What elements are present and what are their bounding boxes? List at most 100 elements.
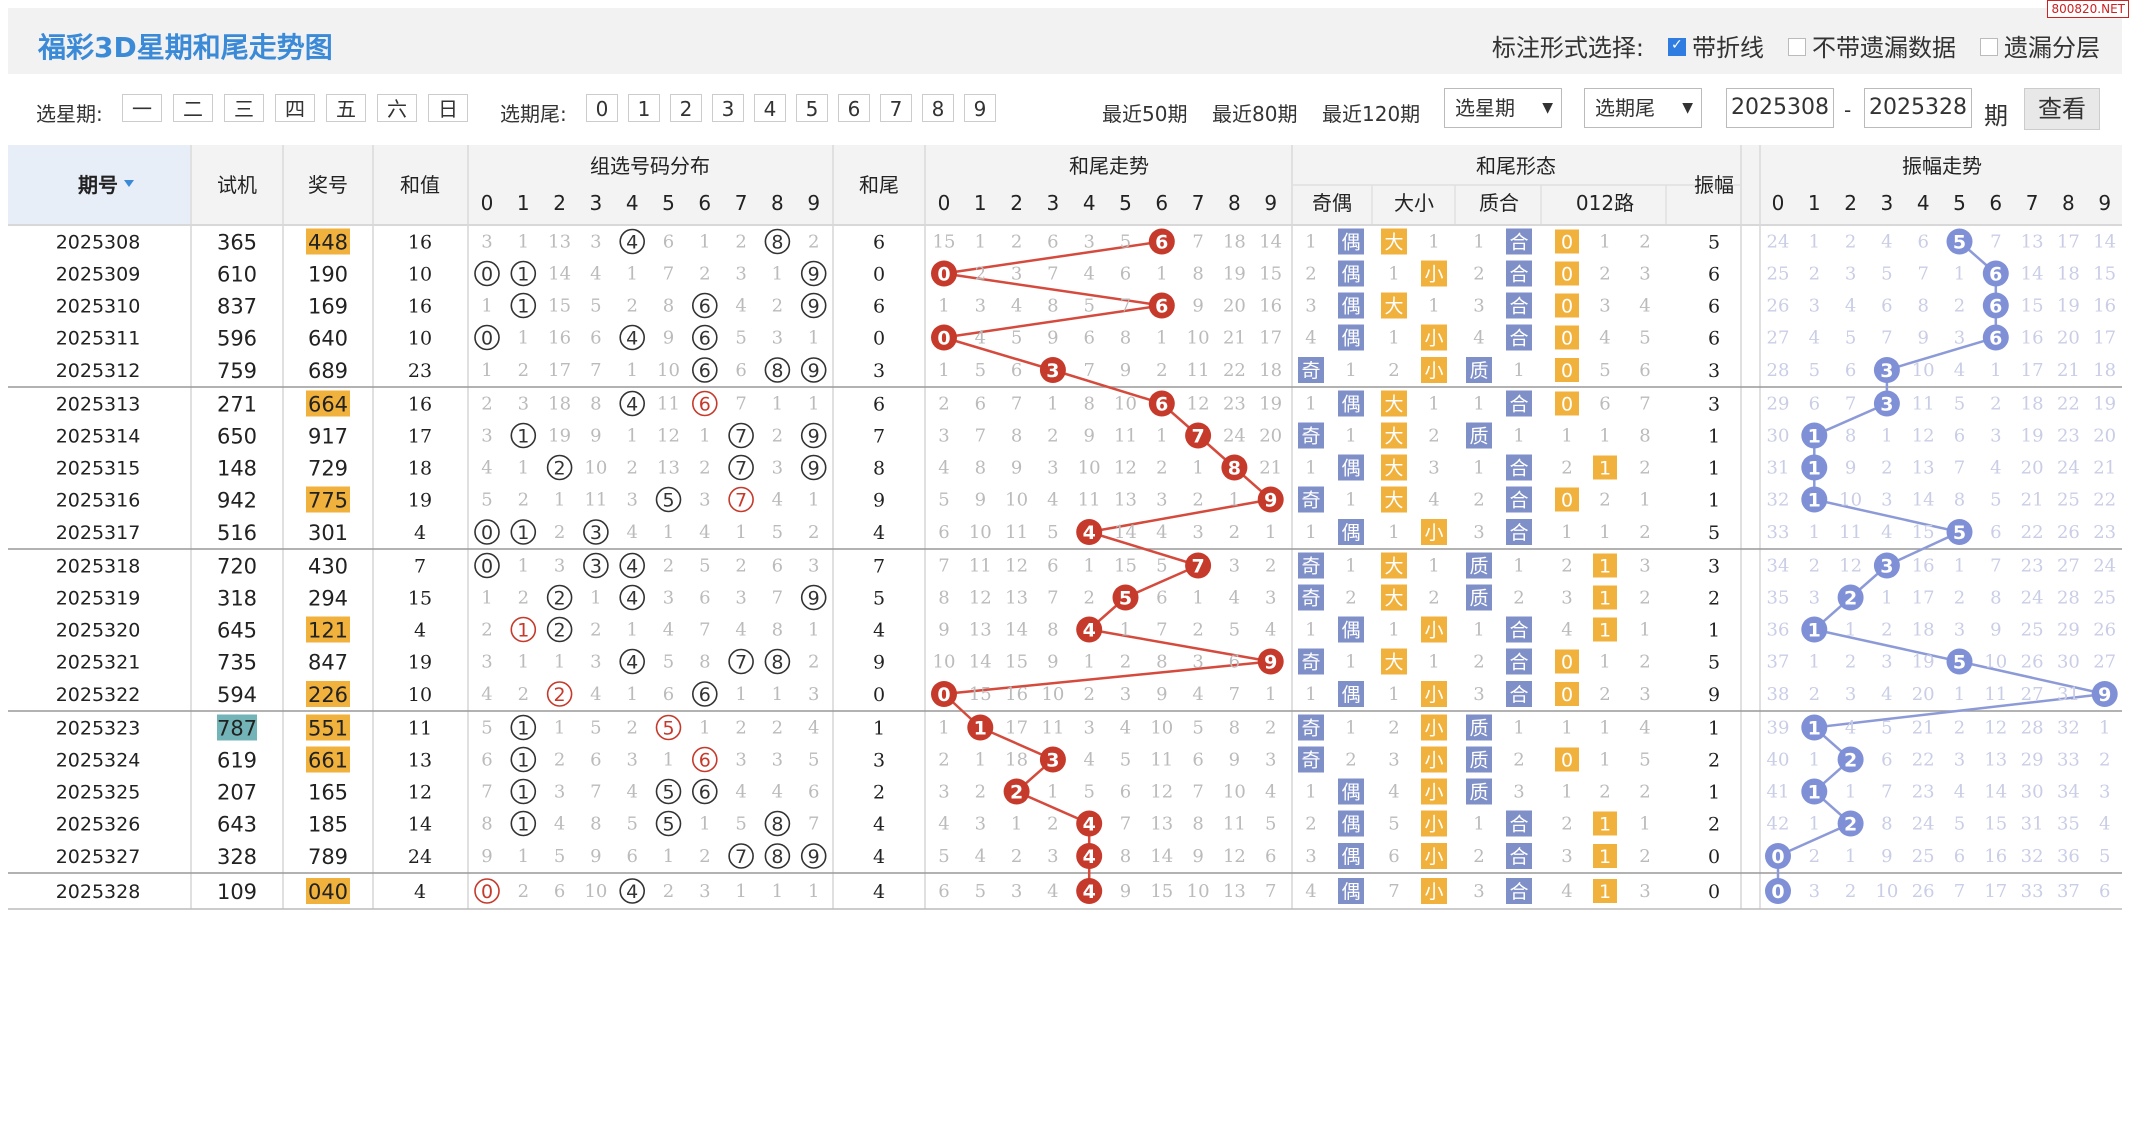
miss-count: 3: [1388, 750, 1399, 771]
amp-miss-count: 29: [2057, 620, 2080, 641]
sort-down-icon[interactable]: [124, 180, 134, 187]
miss-count: 4: [1083, 750, 1094, 771]
tail-button-4[interactable]: 4: [754, 94, 786, 122]
to-issue-input[interactable]: 2025328: [1864, 88, 1972, 128]
weekday-select[interactable]: 选星期 ▼: [1444, 88, 1562, 128]
weekday-button-5[interactable]: 五: [326, 94, 366, 122]
amp-miss-count: 15: [1912, 522, 1935, 543]
miss-count: 5: [938, 846, 949, 867]
group-hit-circle: [510, 778, 537, 805]
test-highlight: [217, 714, 257, 741]
miss-count: 14: [1005, 620, 1028, 641]
weekday-button-7[interactable]: 日: [428, 94, 468, 122]
miss-count: 9: [1011, 458, 1022, 479]
group-hit-digit: 6: [699, 328, 711, 350]
amp-digit-header-2: 2: [1844, 191, 1857, 215]
miss-count: 3: [735, 264, 746, 285]
amp-miss-count: 20: [2057, 328, 2080, 349]
miss-count: 12: [1114, 458, 1137, 479]
amp-digit-header-6: 6: [1989, 191, 2002, 215]
miss-count: 5: [1047, 522, 1058, 543]
amp-miss-count: 6: [1954, 846, 1965, 867]
tail-button-3[interactable]: 3: [712, 94, 744, 122]
miss-count: 3: [1473, 522, 1484, 543]
tail-button-1[interactable]: 1: [628, 94, 660, 122]
group-hit-circle: [800, 584, 827, 611]
amp-miss-count: 1: [1881, 588, 1892, 609]
option-no-miss[interactable]: 不带遗漏数据: [1812, 34, 1956, 62]
miss-count: 3: [699, 490, 710, 511]
miss-count: 3: [938, 426, 949, 447]
weekday-button-3[interactable]: 三: [224, 94, 264, 122]
prime-composite-tag-bg: [1506, 454, 1532, 481]
option-miss-layer[interactable]: 遗漏分层: [2004, 34, 2100, 62]
tail-select[interactable]: 选期尾 ▼: [1584, 88, 1702, 128]
tail-button-2[interactable]: 2: [670, 94, 702, 122]
amp-miss-count: 36: [2057, 846, 2080, 867]
miss-count: 2: [808, 652, 819, 673]
tail-button-6[interactable]: 6: [838, 94, 870, 122]
miss-count: 2: [1011, 232, 1022, 253]
miss-count: 1: [1639, 814, 1650, 835]
tail-button-7[interactable]: 7: [880, 94, 912, 122]
group-hit-circle: [800, 422, 827, 449]
option-polyline[interactable]: 带折线: [1692, 34, 1764, 62]
miss-count: 5: [938, 490, 949, 511]
tail-button-9[interactable]: 9: [964, 94, 996, 122]
from-issue-input[interactable]: 2025308: [1726, 88, 1834, 128]
amp-miss-count: 23: [2093, 522, 2116, 543]
group-hit-digit: 6: [699, 684, 711, 706]
miss-count: 4: [481, 684, 492, 705]
tail-button-5[interactable]: 5: [796, 94, 828, 122]
amp-miss-count: 11: [1912, 394, 1935, 415]
amp-miss-count: 24: [2057, 458, 2080, 479]
tail-button-0[interactable]: 0: [586, 94, 618, 122]
miss-count: 15: [1259, 264, 1282, 285]
group-digit-header-3: 3: [590, 191, 603, 215]
checkbox-polyline[interactable]: [1668, 37, 1686, 56]
prize-number: 430: [308, 555, 348, 579]
checkbox-miss-layer[interactable]: [1980, 37, 1998, 56]
issue-number: 2025321: [56, 652, 141, 674]
miss-count: 1: [663, 750, 674, 771]
tail-ball-digit: 9: [1264, 490, 1277, 512]
miss-count: 2: [554, 522, 565, 543]
miss-count: 8: [590, 814, 601, 835]
weekday-button-1[interactable]: 一: [122, 94, 162, 122]
group-hit-digit: 2: [554, 458, 566, 480]
query-button[interactable]: 查看: [2024, 88, 2100, 130]
miss-count: 9: [1120, 881, 1131, 902]
miss-count: 2: [518, 881, 529, 902]
tail-value: 7: [873, 556, 885, 578]
issue-number: 2025312: [56, 360, 141, 382]
recent-50-link[interactable]: 最近50期: [1102, 102, 1188, 126]
miss-count: 1: [1229, 490, 1240, 511]
miss-count: 2: [481, 620, 492, 641]
miss-count: 1: [1561, 522, 1572, 543]
tail-button-8[interactable]: 8: [922, 94, 954, 122]
amp-ball-digit: 5: [1953, 522, 1966, 544]
weekday-button-2[interactable]: 二: [173, 94, 213, 122]
miss-count: 1: [1513, 556, 1524, 577]
route-tag-bg: [1593, 553, 1617, 578]
amp-ball-digit: 6: [1989, 328, 2002, 350]
weekday-button-4[interactable]: 四: [275, 94, 315, 122]
miss-count: 3: [1229, 556, 1240, 577]
miss-count: 2: [663, 881, 674, 902]
recent-80-link[interactable]: 最近80期: [1212, 102, 1298, 126]
weekday-button-6[interactable]: 六: [377, 94, 417, 122]
group-hit-circle: [583, 519, 609, 545]
miss-count: 4: [1083, 264, 1094, 285]
miss-count: 1: [554, 490, 565, 511]
recent-120-link[interactable]: 最近120期: [1322, 102, 1421, 126]
miss-count: 4: [699, 522, 710, 543]
odd-even-tag: 偶: [1341, 814, 1360, 836]
group-hit-digit: 4: [626, 556, 638, 578]
checkbox-no-miss[interactable]: [1788, 37, 1806, 56]
miss-count: 11: [1078, 490, 1101, 511]
miss-count: 2: [1599, 684, 1610, 705]
amp-miss-count: 5: [1990, 490, 2001, 511]
big-small-tag-bg: [1381, 454, 1407, 481]
miss-count: 3: [1011, 264, 1022, 285]
amp-ball: [1873, 390, 1900, 417]
